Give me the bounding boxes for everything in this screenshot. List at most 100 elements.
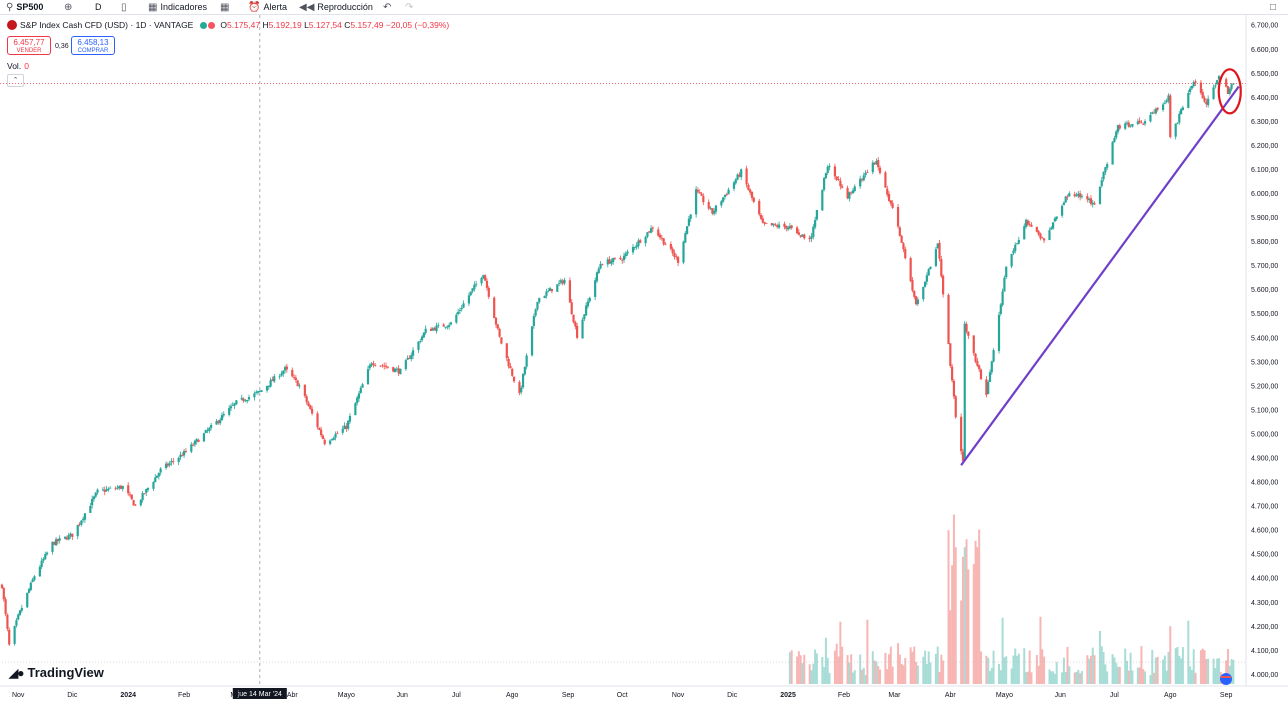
candle-body xyxy=(530,326,534,356)
sell-button[interactable]: 6.457,77 VENDER xyxy=(7,36,51,55)
candle-body xyxy=(247,397,251,400)
collapse-legend-button[interactable]: ⌃ xyxy=(7,74,24,87)
volume-bar xyxy=(1154,657,1157,684)
candle-body xyxy=(1178,113,1181,123)
candle-body xyxy=(740,169,743,178)
candle-body xyxy=(581,319,584,339)
volume-bar xyxy=(1116,666,1119,684)
chart-type-button[interactable]: ▯ xyxy=(121,0,127,14)
candle-body xyxy=(357,393,361,399)
candle-body xyxy=(752,197,755,202)
candle-body xyxy=(866,172,869,173)
fullscreen-button[interactable]: □ xyxy=(1270,0,1276,14)
candle-body xyxy=(608,259,611,264)
x-tick-label: Jul xyxy=(1110,692,1119,699)
candle-body xyxy=(676,257,680,263)
volume-bar xyxy=(823,667,826,684)
replay-button[interactable]: ◀◀ Reproducción xyxy=(299,0,373,14)
tradingview-logo[interactable]: ◢● TradingView xyxy=(9,665,104,680)
candle-body xyxy=(260,390,263,392)
candle-body xyxy=(999,304,1002,314)
candle-body xyxy=(536,301,539,310)
symbol-logo-icon xyxy=(7,20,17,30)
candle-body xyxy=(76,524,79,537)
alert-label: Alerta xyxy=(263,2,287,12)
candle-body xyxy=(222,414,225,416)
x-tick-label: Sep xyxy=(562,692,575,699)
candle-body xyxy=(624,253,627,257)
candle-body xyxy=(875,160,878,165)
candle-body xyxy=(6,614,9,629)
undo-button[interactable]: ↶ xyxy=(383,0,391,14)
candle-body xyxy=(1179,109,1183,115)
volume-bar xyxy=(1226,648,1229,684)
volume-bar xyxy=(1003,657,1006,684)
candle-body xyxy=(1093,203,1096,205)
volume-bar xyxy=(1149,674,1152,684)
candle-body xyxy=(576,325,579,338)
candle-body xyxy=(864,172,867,176)
volume-bar xyxy=(900,663,903,684)
volume-legend-value: 0 xyxy=(24,61,29,71)
candle-body xyxy=(572,314,575,323)
layout-button[interactable]: ▦ xyxy=(220,0,229,14)
candle-body xyxy=(795,227,799,234)
candle-body xyxy=(1077,193,1080,197)
candle-body xyxy=(1124,123,1127,129)
close-value: 5.157,49 xyxy=(350,20,384,30)
indicators-button[interactable]: ▦ Indicadores xyxy=(148,0,207,14)
candle-body xyxy=(395,368,398,370)
alert-button[interactable]: ⏰ Alerta xyxy=(248,0,287,14)
volume-bar xyxy=(875,661,878,684)
volume-bar xyxy=(1129,652,1132,684)
candle-body xyxy=(1014,244,1017,252)
symbol-search[interactable]: ⚲ SP500 xyxy=(6,0,43,14)
candle-body xyxy=(462,303,465,308)
trendline xyxy=(960,85,1240,466)
candle-body xyxy=(296,380,299,387)
candle-body xyxy=(410,355,413,360)
volume-bar xyxy=(1181,647,1184,684)
volume-bar xyxy=(810,670,813,684)
interval-button[interactable]: D xyxy=(95,0,102,14)
volume-bar xyxy=(1102,651,1105,684)
redo-button[interactable]: ↷ xyxy=(405,0,413,14)
candle-body xyxy=(523,366,526,375)
candle-body xyxy=(323,439,326,445)
series-legend: S&P Index Cash CFD (USD) · 1D · VANTAGE … xyxy=(7,20,449,30)
candle-body xyxy=(545,291,548,296)
candle-body xyxy=(599,263,602,269)
market-status[interactable] xyxy=(200,21,216,29)
volume-bar xyxy=(963,547,966,684)
candle-body xyxy=(732,182,736,189)
candle-body xyxy=(841,186,844,188)
volume-bar xyxy=(1216,658,1219,684)
candle-body xyxy=(1174,123,1177,137)
candle-body xyxy=(392,367,395,372)
candle-body xyxy=(0,584,4,589)
candle-body xyxy=(1216,80,1219,85)
compare-button[interactable]: ⊕ xyxy=(64,0,72,14)
high-value: 5.192,19 xyxy=(268,20,302,30)
volume-bar xyxy=(788,652,791,684)
candle-body xyxy=(1035,226,1038,232)
candle-body xyxy=(1080,196,1084,198)
candle-body xyxy=(898,227,901,236)
volume-bar xyxy=(851,672,854,684)
candle-body xyxy=(42,558,45,561)
candle-body xyxy=(435,325,438,332)
buy-button[interactable]: 6.458,13 COMPRAR xyxy=(71,36,115,55)
volume-bar xyxy=(978,529,981,684)
volume-bar xyxy=(1115,662,1118,684)
x-tick-label: Jul xyxy=(452,692,461,699)
candle-body xyxy=(646,232,649,237)
candle-body xyxy=(788,226,791,229)
candle-body xyxy=(278,376,281,378)
candle-body xyxy=(1225,79,1228,87)
candle-body xyxy=(662,238,665,245)
candle-body xyxy=(494,317,498,325)
candle-body xyxy=(902,243,905,250)
candle-body xyxy=(548,288,552,291)
candle-body xyxy=(345,425,348,429)
